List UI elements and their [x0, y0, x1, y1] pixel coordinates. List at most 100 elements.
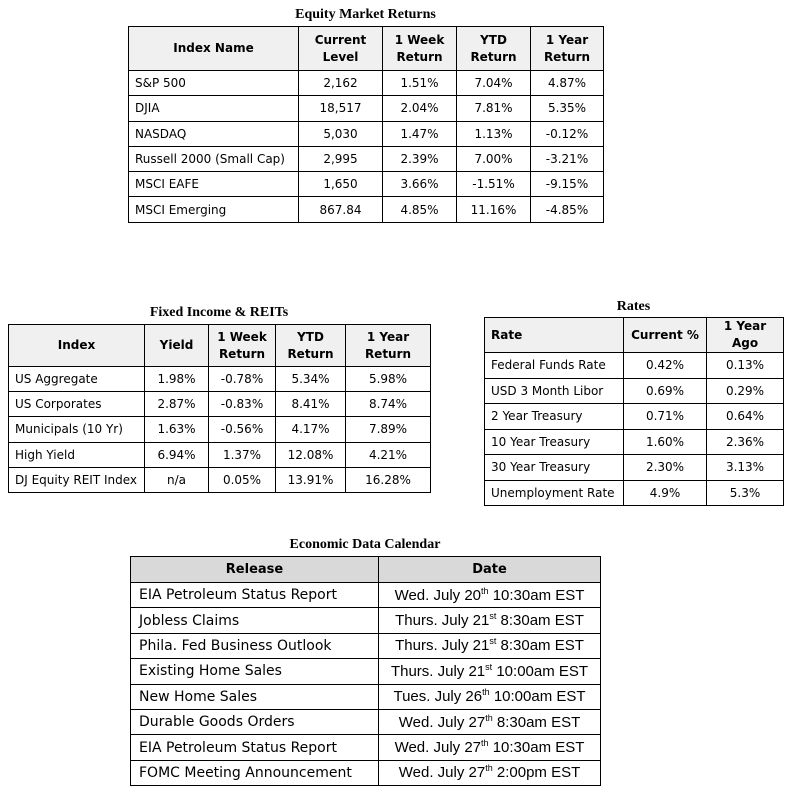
table-cell: 18,517: [298, 95, 383, 122]
table-cell: 3.13%: [706, 454, 784, 481]
date-time: 10:00am EST: [493, 688, 586, 706]
table-row: EIA Petroleum Status Report Wed. July 27t…: [130, 734, 601, 761]
table-cell: -4.85%: [530, 196, 604, 223]
section-title: Fixed Income & REITs: [149, 305, 289, 320]
date-time: 8:30am EST: [500, 637, 584, 655]
table-cell: 2.36%: [706, 428, 784, 455]
date-time: 10:00am EST: [496, 662, 589, 680]
header-row: Index Name Current Level 1 Week Return YTD …: [128, 26, 604, 71]
table-row: US Corporates 2.87% -0.83% 8.41% 8.74%: [8, 391, 431, 418]
table-row: Phila. Fed Business Outlook Thurs. July 2…: [130, 632, 601, 660]
date-day: Thurs. July 21: [395, 612, 490, 630]
table-cell: 2.04%: [382, 95, 457, 122]
table-cell: 0.13%: [706, 352, 784, 379]
data-table: Rate Current % 1 Year Ago Federal Funds Rat…: [484, 317, 784, 506]
table-cell: 0.69%: [623, 377, 707, 404]
column-header: Current Level: [298, 26, 383, 71]
date-time: 10:30am EST: [492, 739, 585, 757]
table-cell: 5.3%: [706, 479, 784, 506]
table-cell: 5.98%: [345, 365, 431, 393]
column-header: Rate: [484, 317, 624, 353]
date-day: Tues. July 26: [393, 688, 483, 706]
table-cell: 16.28%: [345, 466, 431, 493]
table-cell: 7.81%: [456, 95, 531, 122]
table-row: DJIA 18,517 2.04% 7.81% 5.35%: [128, 95, 604, 122]
date-suffix: st: [489, 611, 497, 622]
table-cell: 4.87%: [530, 69, 604, 97]
column-header: Date: [378, 556, 601, 583]
date-day: Wed. July 20: [394, 586, 482, 604]
header-row: Release Date: [130, 556, 601, 583]
date-time: 10:30am EST: [492, 586, 585, 604]
table-cell: US Corporates: [8, 391, 145, 418]
table-row: EIA Petroleum Status Report Wed. July 20t…: [130, 581, 601, 609]
table-cell: -0.56%: [208, 416, 276, 443]
column-header: Index Name: [128, 26, 299, 71]
data-table: Index Yield 1 Week Return YTD Return 1 Year …: [8, 324, 431, 493]
table-row: Existing Home Sales Thurs. July 21st 10:0…: [130, 658, 601, 685]
table-cell: 10 Year Treasury: [484, 428, 624, 455]
date-cell: Thurs. July 21st 10:00am EST: [378, 658, 601, 685]
table-cell: n/a: [144, 466, 209, 493]
table-cell: 12.08%: [275, 441, 346, 468]
table-row: MSCI EAFE 1,650 3.66% -1.51% -9.15%: [128, 171, 604, 198]
table-cell: High Yield: [8, 441, 145, 468]
table-cell: DJIA: [128, 95, 299, 122]
date-time: 8:30am EST: [496, 713, 581, 731]
table-cell: 7.00%: [456, 145, 531, 173]
date-cell: Thurs. July 21st 8:30am EST: [378, 632, 601, 660]
column-header: 1 Week Return: [382, 26, 457, 71]
table-cell: 1.51%: [382, 69, 457, 97]
column-header: Current %: [623, 317, 707, 353]
date-day: Wed. July 27: [398, 713, 486, 731]
calendar-section: Economic Data Calendar Release Date EIA Pet…: [130, 538, 601, 787]
table-cell: 7.04%: [456, 69, 531, 97]
table-cell: Russell 2000 (Small Cap): [128, 145, 299, 173]
table-cell: 6.94%: [144, 441, 209, 468]
table-cell: 7.89%: [345, 416, 431, 443]
column-header: Index: [8, 324, 145, 367]
column-header: 1 Year Ago: [706, 317, 784, 353]
date-suffix: th: [481, 738, 489, 749]
table-row: 10 Year Treasury 1.60% 2.36%: [484, 428, 784, 455]
date-suffix: st: [485, 661, 493, 672]
table-cell: 8.74%: [345, 391, 431, 418]
release-cell: Jobless Claims: [130, 607, 379, 634]
date-time: 8:30am EST: [500, 612, 584, 630]
table-row: Durable Goods Orders Wed. July 27th 8:30a…: [130, 708, 601, 736]
date-time: 2:00pm EST: [496, 764, 581, 782]
date-suffix: th: [485, 712, 493, 723]
table-cell: 3.66%: [382, 171, 457, 198]
table-cell: -0.78%: [208, 365, 276, 393]
table-row: Jobless Claims Thurs. July 21st 8:30am ES…: [130, 607, 601, 634]
table-row: Unemployment Rate 4.9% 5.3%: [484, 479, 784, 506]
release-cell: Durable Goods Orders: [130, 708, 379, 736]
table-row: USD 3 Month Libor 0.69% 0.29%: [484, 377, 784, 404]
table-cell: 11.16%: [456, 196, 531, 223]
header-row: Index Yield 1 Week Return YTD Return 1 Year …: [8, 324, 431, 367]
table-cell: 867.84: [298, 196, 383, 223]
table-cell: 5.34%: [275, 365, 346, 393]
column-header: YTD Return: [456, 26, 531, 71]
table-cell: Federal Funds Rate: [484, 352, 624, 379]
date-suffix: th: [485, 763, 493, 774]
table-row: FOMC Meeting Announcement Wed. July 27th …: [130, 759, 601, 787]
table-cell: 2,162: [298, 69, 383, 97]
table-cell: -0.12%: [530, 120, 604, 147]
release-cell: Phila. Fed Business Outlook: [130, 632, 379, 660]
table-cell: 4.21%: [345, 441, 431, 468]
table-row: US Aggregate 1.98% -0.78% 5.34% 5.98%: [8, 365, 431, 393]
table-cell: 2 Year Treasury: [484, 403, 624, 430]
release-cell: New Home Sales: [130, 683, 379, 710]
table-cell: 1,650: [298, 171, 383, 198]
table-cell: 2,995: [298, 145, 383, 173]
date-cell: Wed. July 27th 8:30am EST: [378, 708, 601, 736]
date-cell: Tues. July 26th 10:00am EST: [378, 683, 601, 710]
table-cell: 1.98%: [144, 365, 209, 393]
date-day: Thurs. July 21: [390, 662, 486, 680]
release-cell: Existing Home Sales: [130, 658, 379, 685]
section-title: Rates: [616, 299, 651, 314]
table-cell: MSCI Emerging: [128, 196, 299, 223]
table-cell: 1.37%: [208, 441, 276, 468]
